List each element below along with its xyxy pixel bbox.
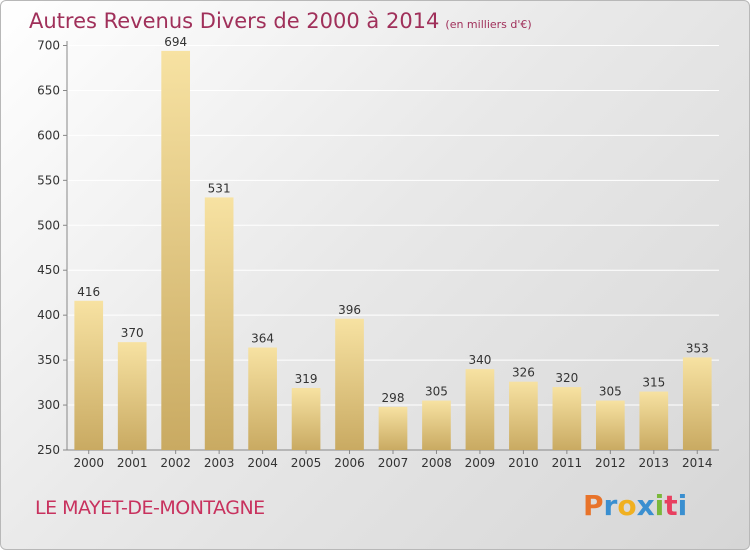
bar-2009 (465, 369, 495, 450)
y-tick-label: 250 (37, 443, 60, 457)
bar-2002 (161, 50, 191, 451)
x-tick-label-2000: 2000 (73, 456, 104, 470)
logo-letter: o (617, 489, 637, 522)
bar-2003 (204, 197, 234, 450)
value-label-2004: 364 (251, 332, 274, 346)
value-label-2014: 353 (686, 341, 709, 355)
y-tick-label: 700 (37, 38, 60, 52)
y-tick-label: 350 (37, 353, 60, 367)
y-tick-label: 650 (37, 83, 60, 97)
value-label-2012: 305 (599, 385, 622, 399)
bar-2013 (639, 391, 669, 450)
bar-2012 (595, 400, 625, 450)
x-tick-label-2003: 2003 (204, 456, 235, 470)
value-label-2013: 315 (642, 376, 665, 390)
value-label-2008: 305 (425, 385, 448, 399)
value-label-2003: 531 (208, 181, 231, 195)
value-label-2002: 694 (164, 35, 187, 49)
value-label-2007: 298 (382, 391, 405, 405)
x-tick-label-2010: 2010 (508, 456, 539, 470)
value-label-2006: 396 (338, 303, 361, 317)
x-tick-label-2001: 2001 (117, 456, 148, 470)
x-tick-label-2008: 2008 (421, 456, 452, 470)
bar-2007 (378, 406, 408, 450)
logo-letter: i (654, 489, 665, 522)
x-tick-label-2009: 2009 (465, 456, 496, 470)
bar-2008 (422, 400, 451, 450)
logo-letter: t (664, 489, 678, 522)
title-text: Autres Revenus Divers de 2000 à 2014 (29, 9, 440, 33)
y-tick-label: 600 (37, 128, 60, 142)
x-tick-label-2006: 2006 (334, 456, 365, 470)
logo-letter: r (603, 489, 618, 522)
y-tick-label: 400 (37, 308, 60, 322)
y-tick-label: 550 (37, 173, 60, 187)
x-tick-label-2002: 2002 (160, 456, 191, 470)
y-tick-label: 450 (37, 263, 60, 277)
x-tick-label-2011: 2011 (552, 456, 583, 470)
bar-2001 (117, 342, 147, 450)
title-unit: (en milliers d'€) (445, 18, 532, 31)
commune-name: LE MAYET-DE-MONTAGNE (35, 497, 265, 519)
x-tick-label-2004: 2004 (247, 456, 278, 470)
bar-2000 (74, 300, 104, 450)
chart-title: Autres Revenus Divers de 2000 à 2014 (en … (29, 9, 532, 33)
x-tick-label-2013: 2013 (639, 456, 670, 470)
value-label-2005: 319 (295, 372, 318, 386)
value-label-2001: 370 (121, 326, 144, 340)
bar-2006 (335, 318, 364, 450)
y-tick-label: 500 (37, 218, 60, 232)
bar-2004 (248, 347, 277, 450)
proxiti-logo: Proxiti (583, 489, 687, 522)
bar-2005 (291, 387, 321, 450)
bar-2014 (682, 357, 712, 450)
x-tick-label-2005: 2005 (291, 456, 322, 470)
value-label-2009: 340 (468, 353, 491, 367)
value-label-2010: 326 (512, 366, 535, 380)
logo-letter: x (636, 489, 655, 522)
value-label-2011: 320 (555, 371, 578, 385)
logo-letter: i (677, 489, 688, 522)
bar-2010 (509, 381, 538, 450)
x-tick-label-2007: 2007 (378, 456, 409, 470)
logo-letter: P (583, 489, 604, 522)
bar-2011 (552, 387, 582, 450)
x-tick-label-2014: 2014 (682, 456, 713, 470)
y-tick-label: 300 (37, 398, 60, 412)
x-tick-label-2012: 2012 (595, 456, 626, 470)
value-label-2000: 416 (77, 285, 100, 299)
